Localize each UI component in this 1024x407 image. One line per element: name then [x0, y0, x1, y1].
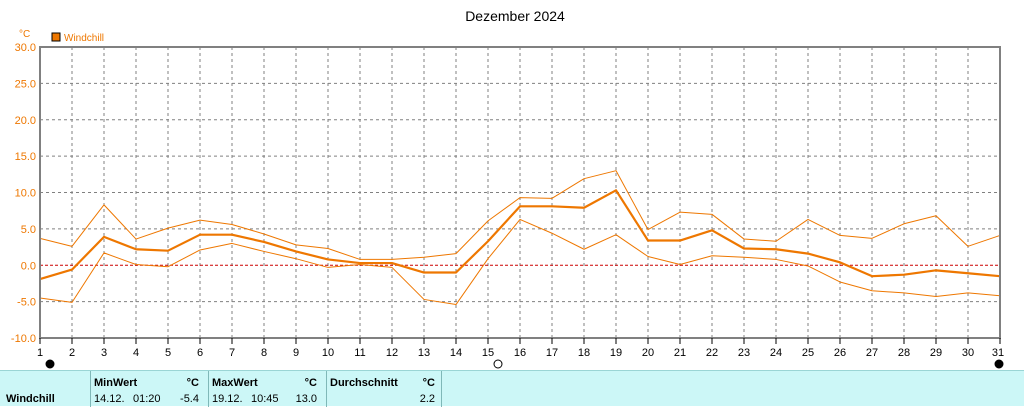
x-tick-label: 5: [165, 347, 171, 359]
full-moon-icon: [493, 359, 503, 369]
y-tick-label: 5.0: [21, 224, 36, 236]
stats-separator: [90, 371, 91, 407]
stats-separator: [441, 371, 442, 407]
x-tick-label: 8: [261, 347, 267, 359]
y-tick-label: 10.0: [15, 188, 36, 200]
x-tick-label: 20: [642, 347, 654, 359]
x-tick-label: 1: [37, 347, 43, 359]
y-tick-label: 30.0: [15, 42, 36, 54]
x-tick-label: 21: [674, 347, 686, 359]
x-tick-label: 12: [386, 347, 398, 359]
x-tick-label: 19: [610, 347, 622, 359]
x-tick-label: 13: [418, 347, 430, 359]
x-tick-label: 3: [101, 347, 107, 359]
chart-svg: Dezember 2024 °C Windchill 30.025.020.01…: [11, 8, 1004, 369]
legend-swatch: [51, 32, 61, 42]
max-date: 19.12.: [212, 393, 243, 405]
chart-area: Dezember 2024 °C Windchill 30.0 25.0 20.0 1…: [11, 8, 1004, 369]
x-tick-label: 24: [770, 347, 782, 359]
avg-unit: °C: [422, 377, 435, 389]
x-tick-label: 9: [293, 347, 299, 359]
x-tick-label: 26: [834, 347, 846, 359]
stats-separator: [208, 371, 209, 407]
min-value: -5.4: [180, 393, 199, 405]
x-tick-label: 31: [992, 347, 1004, 359]
stats-max-cell: MaxWert °C 19.12. 10:45 13.0: [209, 371, 326, 407]
max-unit: °C: [304, 377, 317, 389]
x-tick-label: 10: [322, 347, 334, 359]
x-tick-label: 4: [133, 347, 139, 359]
x-tick-label: 2: [69, 347, 75, 359]
max-time: 10:45: [251, 393, 279, 405]
stats-row-label: Windchill: [6, 393, 55, 405]
x-tick-label: 30: [962, 347, 974, 359]
y-tick-label: 15.0: [15, 151, 36, 163]
x-tick-label: 11: [354, 347, 365, 359]
stats-separator: [326, 371, 327, 407]
y-tick-label: 25.0: [15, 78, 36, 90]
new-moon-icon: [45, 359, 55, 369]
avg-value: 2.2: [419, 393, 435, 405]
min-time: 01:20: [133, 393, 161, 405]
series-line-min: [39, 218, 1001, 306]
x-tick-label: 16: [514, 347, 526, 359]
min-header: MinWert: [94, 377, 138, 389]
x-tick-label: 6: [197, 347, 203, 359]
moon-phases: [45, 359, 1004, 369]
stats-bar: Windchill MinWert °C 14.12. 01:20 -5.4 M…: [0, 370, 1024, 407]
x-axis: 1 2 3 4 5 6 7 8 9 10 11 12 13 14 15 16 17 18 19 20 21 22 23 24 2…: [37, 338, 1004, 359]
max-header: MaxWert: [212, 377, 258, 389]
avg-header: Durchschnitt: [330, 377, 398, 389]
series-line-max: [39, 170, 1001, 260]
chart-title: Dezember 2024: [465, 8, 565, 24]
new-moon-icon: [994, 359, 1004, 369]
legend-label: Windchill: [64, 33, 104, 44]
min-date: 14.12.: [94, 393, 125, 405]
x-tick-label: 27: [866, 347, 878, 359]
series-lines: [39, 170, 1001, 306]
y-tick-label: -5.0: [17, 297, 36, 309]
stats-label-cell: Windchill: [0, 371, 90, 407]
x-tick-label: 23: [738, 347, 750, 359]
series-line-avg: [39, 189, 1001, 281]
x-tick-label: 17: [546, 347, 558, 359]
y-tick-label: 0.0: [21, 260, 36, 272]
y-tick-label: 20.0: [15, 115, 36, 127]
x-tick-label: 7: [229, 347, 235, 359]
y-axis: 30.0 25.0 20.0 15.0 10.0 5.0 0.0 -5.0 -10.0: [11, 42, 36, 345]
y-axis-unit: °C: [19, 29, 30, 40]
min-unit: °C: [186, 377, 199, 389]
x-tick-label: 14: [450, 347, 462, 359]
max-value: 13.0: [295, 393, 317, 405]
x-tick-label: 25: [802, 347, 814, 359]
y-tick-label: -10.0: [11, 333, 36, 345]
x-tick-label: 29: [930, 347, 942, 359]
x-tick-label: 15: [482, 347, 494, 359]
stats-min-cell: MinWert °C 14.12. 01:20 -5.4: [91, 371, 208, 407]
x-tick-label: 22: [706, 347, 718, 359]
x-tick-label: 18: [578, 347, 590, 359]
stats-avg-cell: Durchschnitt °C 2.2: [327, 371, 441, 407]
x-tick-label: 28: [898, 347, 910, 359]
grid: [40, 47, 1000, 338]
